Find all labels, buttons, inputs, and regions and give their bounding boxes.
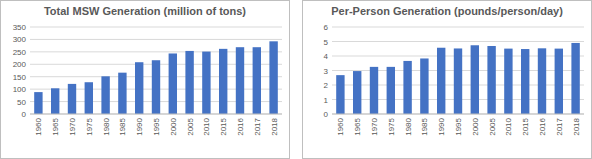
x-tick-label: 1995 <box>152 117 161 135</box>
bar <box>555 49 563 114</box>
y-tick-label: 150 <box>13 73 27 82</box>
x-tick-label: 1975 <box>85 117 94 135</box>
bar <box>152 60 160 114</box>
x-tick-label: 2010 <box>504 117 513 135</box>
x-tick-label: 1965 <box>353 117 362 135</box>
bar <box>370 67 378 114</box>
x-tick-label: 1975 <box>387 117 396 135</box>
y-tick-label: 200 <box>13 60 27 69</box>
grid-line <box>332 114 584 115</box>
y-tick-label: 50 <box>17 98 26 107</box>
bar <box>403 61 411 114</box>
bars <box>34 41 278 114</box>
bar <box>504 49 512 114</box>
x-tick-label: 2015 <box>219 117 228 135</box>
grid-line <box>30 27 282 28</box>
x-tick-label: 2000 <box>471 117 480 135</box>
y-tick-label: 1 <box>324 96 329 105</box>
x-axis-line <box>30 114 282 115</box>
x-tick-label: 2015 <box>521 117 530 135</box>
bar <box>236 47 244 114</box>
bars <box>336 43 580 114</box>
x-tick-label: 2005 <box>488 117 497 135</box>
y-tick-label: 5 <box>324 38 329 47</box>
bar <box>471 45 479 114</box>
y-tick-label: 300 <box>13 35 27 44</box>
y-tick-label: 3 <box>324 67 329 76</box>
panel-frame <box>1 1 290 159</box>
bar <box>336 75 344 114</box>
root: Total MSW Generation (million of tons) 0 5… <box>0 0 592 159</box>
bar <box>51 88 59 114</box>
bar <box>68 84 76 114</box>
y-tick-label: 0 <box>324 110 329 119</box>
x-tick-label: 2005 <box>186 117 195 135</box>
bar <box>34 92 42 114</box>
x-tick-label: 1985 <box>118 117 127 135</box>
x-tick-label: 2016 <box>538 117 547 135</box>
x-tick-label: 1985 <box>420 117 429 135</box>
x-tick-label: 1980 <box>102 117 111 135</box>
chart-title: Total MSW Generation (million of tons) <box>44 5 246 17</box>
chart-panel: Per-Person Generation (pounds/person/day… <box>303 1 592 159</box>
bar <box>538 48 546 114</box>
y-tick-label: 100 <box>13 85 27 94</box>
bar <box>420 58 428 114</box>
y-tick-label: 6 <box>324 23 329 32</box>
x-tick-label: 1965 <box>51 117 60 135</box>
chart-title: Per-Person Generation (pounds/person/day… <box>331 5 563 17</box>
bar <box>169 53 177 114</box>
x-tick-label: 1995 <box>454 117 463 135</box>
bar <box>219 49 227 114</box>
x-tick-label: 2010 <box>202 117 211 135</box>
bar <box>202 52 210 114</box>
x-tick-label: 1990 <box>437 117 446 135</box>
x-tick-label: 2000 <box>169 117 178 135</box>
grid-line <box>332 27 584 28</box>
bar <box>253 47 261 114</box>
bar <box>85 82 93 114</box>
bar <box>185 51 193 114</box>
y-tick-label: 250 <box>13 48 27 57</box>
x-axis-line <box>332 114 584 115</box>
bar <box>353 71 361 114</box>
y-tick-label: 4 <box>324 52 329 61</box>
x-tick-label: 2018 <box>572 117 581 135</box>
chart-panel: Total MSW Generation (million of tons) 0 5… <box>1 1 290 159</box>
x-tick-label: 1990 <box>135 117 144 135</box>
x-tick-label: 1960 <box>336 117 345 135</box>
x-tick-label: 2017 <box>253 117 262 135</box>
bar <box>521 49 529 114</box>
y-tick-label: 350 <box>13 23 27 32</box>
figure: Total MSW Generation (million of tons) 0 5… <box>0 0 592 159</box>
x-tick-label: 2018 <box>270 117 279 135</box>
x-tick-label: 1970 <box>370 117 379 135</box>
bar <box>437 48 445 114</box>
y-tick-label: 2 <box>324 81 329 90</box>
bar <box>118 73 126 114</box>
bar <box>387 67 395 114</box>
bar <box>101 76 109 114</box>
bar <box>269 41 277 114</box>
x-tick-label: 1960 <box>34 117 43 135</box>
y-tick-label: 0 <box>22 110 27 119</box>
bar <box>487 46 495 114</box>
bar <box>135 62 143 114</box>
bar <box>454 48 462 114</box>
grid-line <box>332 41 584 42</box>
x-tick-label: 2016 <box>236 117 245 135</box>
x-tick-label: 1980 <box>404 117 413 135</box>
bar <box>571 43 579 114</box>
x-tick-label: 1970 <box>68 117 77 135</box>
grid-line <box>30 114 282 115</box>
grid-line <box>30 39 282 40</box>
x-tick-label: 2017 <box>555 117 564 135</box>
panel-frame <box>303 1 592 159</box>
